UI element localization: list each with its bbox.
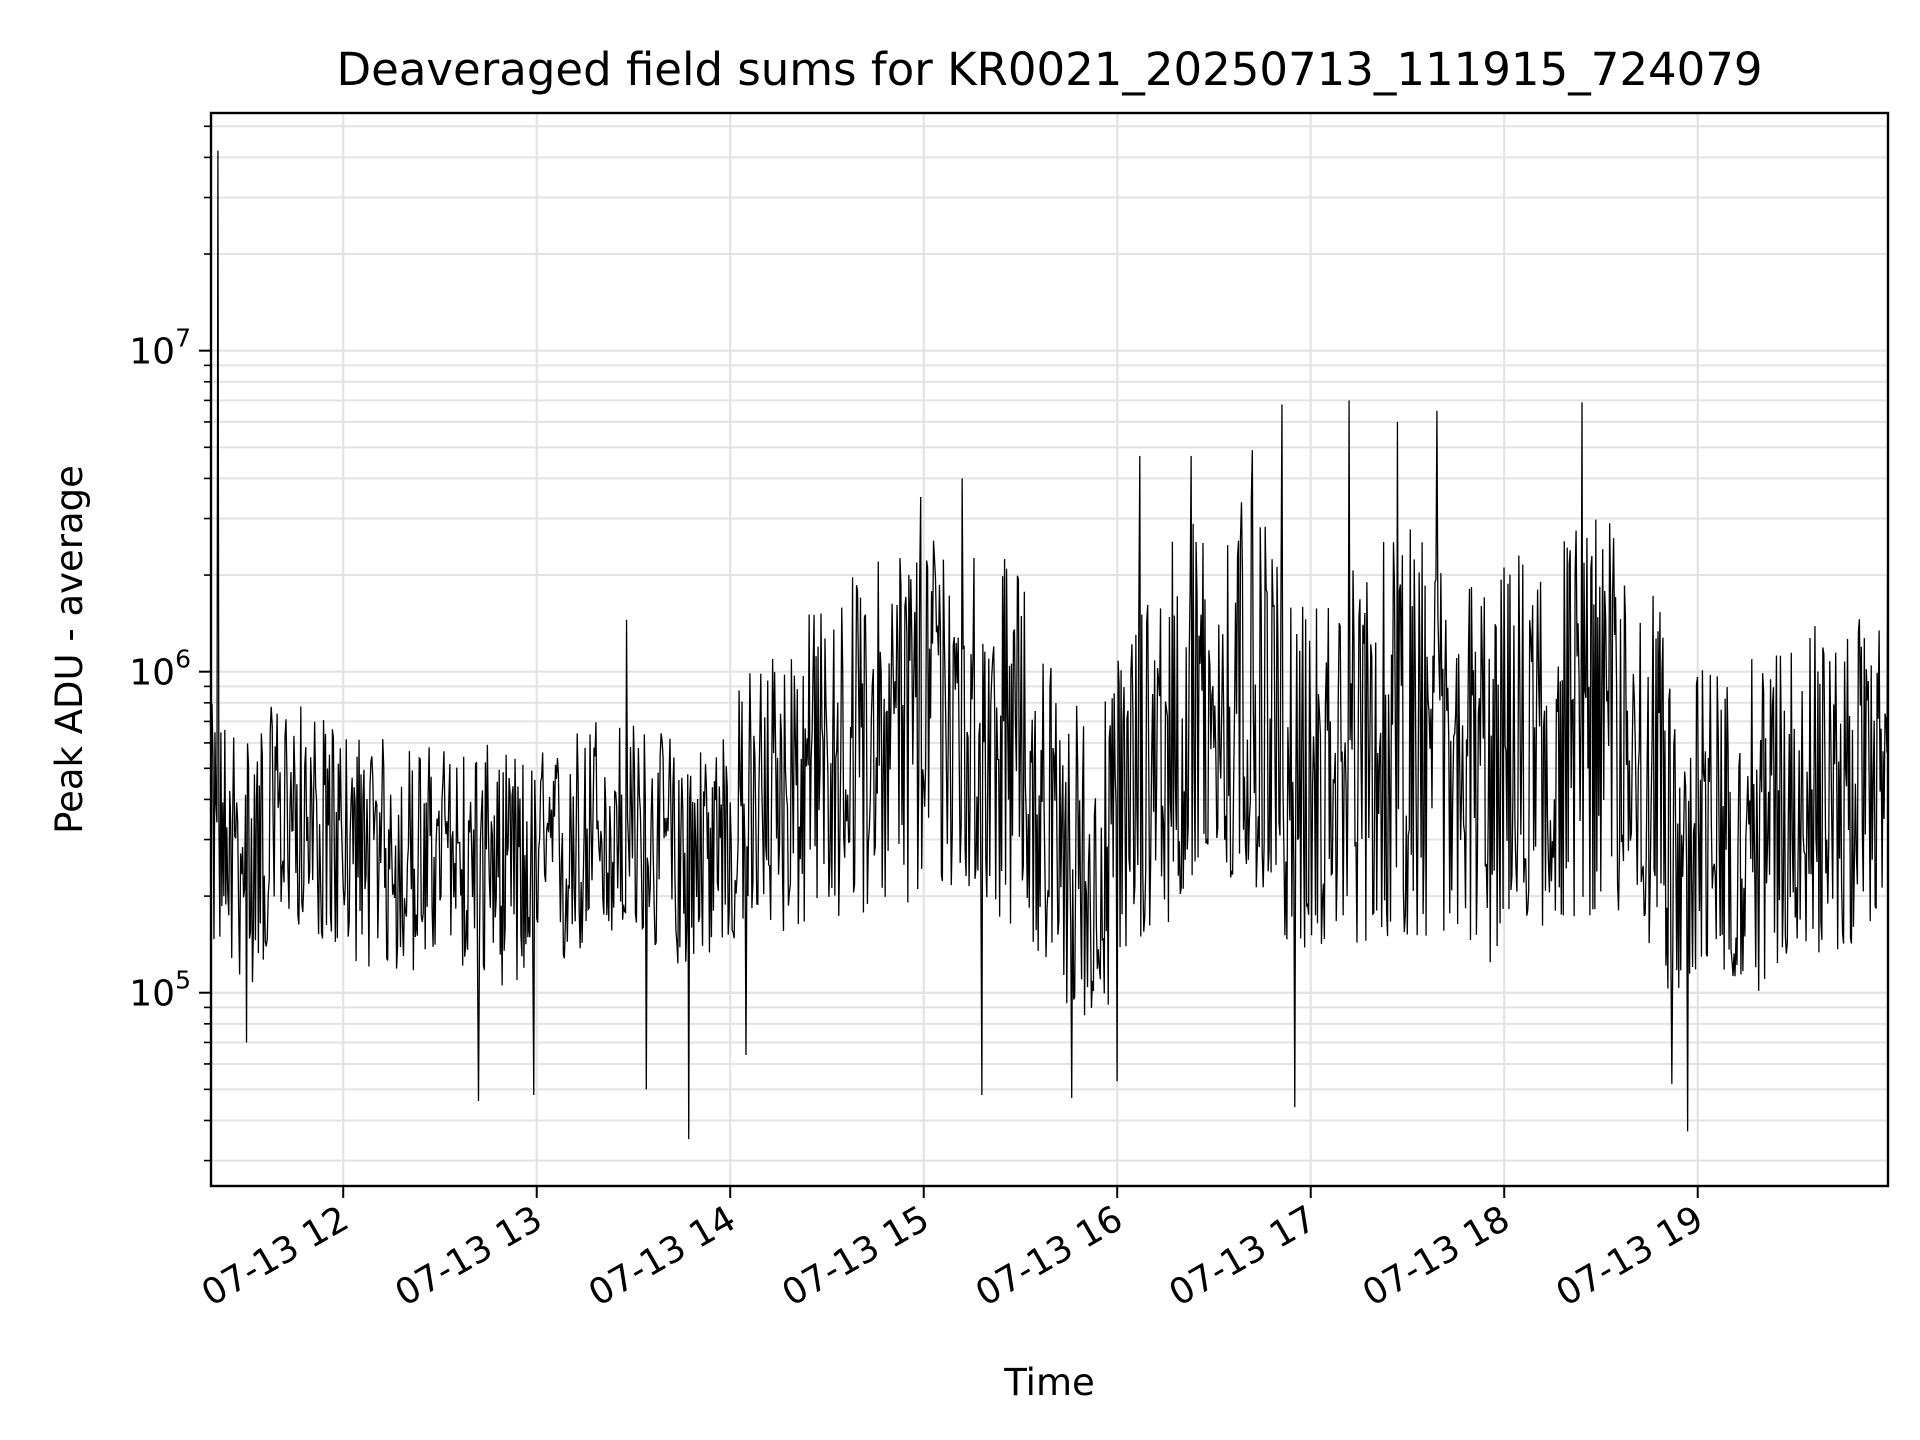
chart-title: Deaveraged field sums for KR0021_2025071…	[337, 43, 1763, 96]
y-tick-label: 106	[129, 645, 191, 694]
data-line	[210, 150, 1889, 1140]
y-tick-label: 107	[129, 324, 191, 373]
y-tick-label: 105	[129, 966, 191, 1015]
data-series	[210, 150, 1889, 1140]
y-axis-label: Peak ADU - average	[48, 465, 91, 834]
x-axis-label: Time	[1003, 1361, 1095, 1404]
plot-frame	[209, 111, 1890, 1188]
